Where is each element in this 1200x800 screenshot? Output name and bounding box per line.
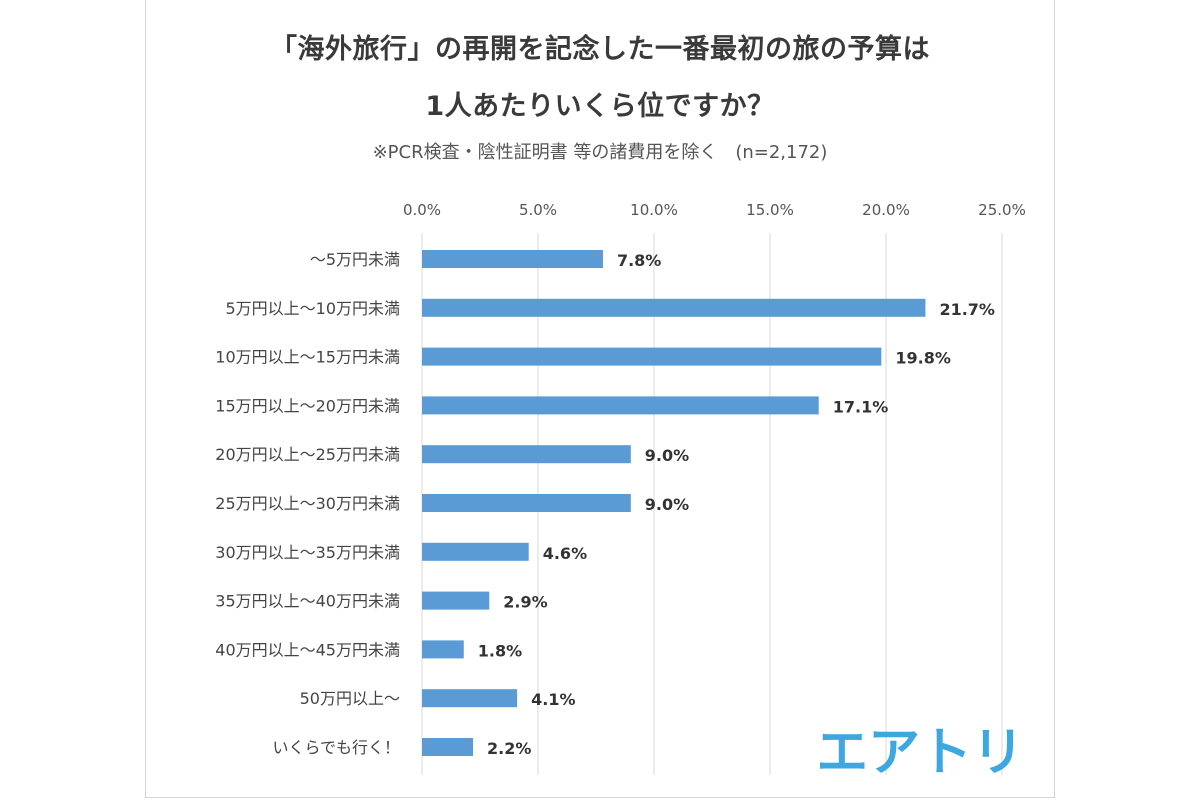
category-label: 15万円以上～20万円未満 xyxy=(215,396,400,415)
value-label: 19.8% xyxy=(895,349,951,368)
chart-title-line2: 1人あたりいくら位ですか？ xyxy=(425,91,775,122)
value-label: 4.6% xyxy=(543,544,587,563)
category-label: 25万円以上～30万円未満 xyxy=(215,494,400,513)
bar xyxy=(422,542,529,561)
category-label: いくらでも行く！ xyxy=(272,738,400,757)
bar xyxy=(422,347,882,366)
bar xyxy=(422,396,819,415)
bar xyxy=(422,494,631,512)
category-label: 40万円以上～45万円未満 xyxy=(215,640,400,659)
bar xyxy=(422,640,464,659)
category-label: ～5万円未満 xyxy=(310,250,400,269)
value-label: 9.0% xyxy=(645,495,689,514)
bar xyxy=(422,250,603,268)
value-label: 4.1% xyxy=(531,690,575,709)
x-tick-label: 10.0% xyxy=(630,201,678,219)
bar xyxy=(422,591,490,610)
category-label: 5万円以上～10万円未満 xyxy=(225,299,400,318)
logo-text: エアトリ xyxy=(820,723,1020,782)
x-tick-label: 0.0% xyxy=(403,201,441,219)
value-label: 2.2% xyxy=(487,739,531,758)
value-label: 9.0% xyxy=(645,446,689,465)
value-label: 17.1% xyxy=(833,397,889,416)
category-label: 35万円以上～40万円未満 xyxy=(215,592,400,611)
airtrip-logo: エアトリ xyxy=(820,723,1020,782)
value-label: 21.7% xyxy=(939,300,995,319)
chart-title-line1: 「海外旅行」の再開を記念した一番最初の旅の予算は xyxy=(270,34,930,65)
value-label: 7.8% xyxy=(617,251,661,270)
category-label: 20万円以上～25万円未満 xyxy=(215,445,400,464)
value-label: 1.8% xyxy=(478,641,522,660)
value-label: 2.9% xyxy=(503,593,547,612)
x-tick-label: 20.0% xyxy=(862,201,910,219)
x-tick-label: 5.0% xyxy=(519,201,557,219)
x-tick-label: 15.0% xyxy=(746,201,794,219)
bar xyxy=(422,738,474,756)
bar xyxy=(422,298,926,317)
category-label: 50万円以上～ xyxy=(300,689,400,708)
bar xyxy=(422,445,631,464)
x-tick-label: 25.0% xyxy=(978,201,1026,219)
chart-subtitle: ※PCR検査・陰性証明書 等の諸費用を除く (n=2,172) xyxy=(372,142,828,163)
bar xyxy=(422,689,518,708)
category-label: 10万円以上～15万円未満 xyxy=(215,348,400,367)
category-label: 30万円以上～35万円未満 xyxy=(215,543,400,562)
